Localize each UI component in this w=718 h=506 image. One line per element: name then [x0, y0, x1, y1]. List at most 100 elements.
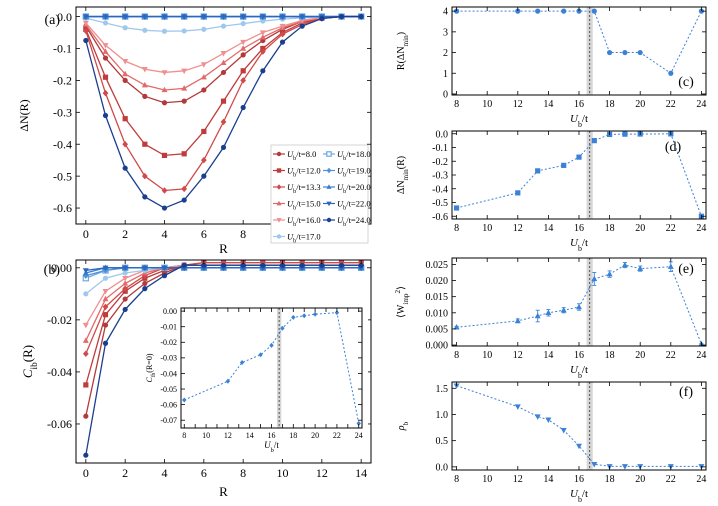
y-axis-label-a: ΔN(R): [17, 99, 31, 131]
series-d-point: [515, 190, 521, 196]
x-tick-label: 10: [202, 431, 210, 440]
series-b-4-point: [82, 322, 89, 329]
series-d-point: [561, 162, 567, 168]
inset-series-point: [356, 420, 361, 426]
y-tick-label: 0.0: [436, 462, 449, 473]
y-tick-label: -0.1: [53, 42, 72, 56]
x-axis-label-a: R: [219, 241, 228, 256]
series-b-5-point: [83, 291, 89, 297]
series-b-0-point: [122, 296, 128, 302]
series-b-9-point: [161, 265, 168, 272]
y-tick-label: 0.0: [57, 10, 72, 24]
series-a-0-point: [122, 77, 128, 83]
series-b-2-point: [82, 350, 89, 357]
series-c-point: [591, 8, 597, 14]
inset-series-point: [182, 397, 187, 403]
y-tick-label: -0.6: [432, 212, 448, 223]
series-e-point: [637, 265, 644, 271]
series-a-5-point: [102, 20, 109, 26]
x-tick-label: 18: [289, 431, 297, 440]
series-d-point: [591, 138, 597, 144]
series-a-2-point: [141, 172, 148, 180]
x-tick-label: 22: [333, 431, 341, 440]
x-tick-label: 10: [482, 474, 492, 485]
series-b-9-point: [102, 265, 109, 272]
series-e-line: [456, 264, 702, 345]
legend-swatch-marker: [276, 200, 282, 206]
panel-d: 8 10 12 14 16 18 20 22 24 0.0 -0.1 -0.2 -0.3 -0.4 -0.5…: [396, 129, 707, 253]
y-tick-label: -0.05: [160, 385, 177, 394]
series-a-1-point: [240, 68, 246, 74]
y-tick-label: 0.010: [426, 308, 449, 319]
series-e-point: [560, 306, 567, 313]
y-tick-label: 0.00: [163, 307, 177, 316]
series-a-1-point: [142, 141, 148, 147]
series-a-10-point: [240, 104, 246, 111]
panel-label-b: (b): [44, 263, 61, 278]
y-tick-label: -0.3: [53, 106, 72, 120]
series-d-point: [576, 154, 582, 160]
series-a-3-point: [259, 34, 266, 40]
series-f-line: [456, 385, 702, 467]
y-axis-label-c: R(ΔNmin): [396, 32, 410, 70]
plot-frame: [75, 6, 372, 225]
x-tick-label: 20: [635, 350, 645, 361]
x-tick-label: 14: [355, 466, 367, 480]
y-tick-label: 1.0: [436, 410, 449, 421]
panel-label-c: (c): [678, 75, 694, 90]
series-b-10-point: [102, 340, 109, 346]
series-a-5-point: [122, 25, 128, 31]
series-a-3-point: [220, 59, 227, 66]
x-tick-label: 14: [543, 223, 553, 234]
series-a-10-point: [201, 173, 207, 179]
series-b-2-point: [122, 285, 129, 292]
series-b-10-point: [358, 262, 364, 268]
series-b-10-point: [83, 452, 89, 458]
x-tick-label: 8: [240, 466, 246, 480]
series-a-0-point: [240, 52, 246, 58]
series-b-10-point: [161, 273, 168, 279]
series-b-10-point: [279, 262, 286, 268]
plot-frame: [75, 259, 372, 464]
series-a-3-point: [200, 73, 207, 80]
x-axis-label-f: Ub/t: [570, 488, 588, 504]
x-tick-label: 18: [605, 99, 615, 110]
y-tick-label: 3: [443, 27, 448, 38]
x-tick-label: 4: [162, 227, 168, 241]
legend-entry: Ub/t=19.0: [337, 166, 371, 179]
y-axis-label-d: ΔNmin(R): [396, 156, 410, 194]
series-a-9-point: [82, 14, 89, 20]
plot-frame: [451, 257, 707, 347]
x-tick-label: 10: [482, 223, 492, 234]
x-tick-label: 8: [454, 99, 459, 110]
series-b-10-point: [181, 262, 187, 268]
series-a-9-point: [220, 14, 227, 20]
series-a-2-point: [102, 89, 109, 97]
inset-series-point: [258, 352, 263, 358]
series-c-point: [535, 8, 541, 14]
inset-series-point: [291, 314, 296, 320]
series-a-9-point: [259, 14, 266, 20]
series-a-9-point: [299, 14, 306, 20]
series-a-9-point: [141, 14, 148, 20]
y-tick-label: -0.5: [432, 198, 448, 209]
inset-series-point: [269, 342, 274, 348]
x-tick-label: 14: [543, 474, 553, 485]
series-e-point: [545, 309, 552, 316]
series-b-4-point: [122, 276, 129, 282]
panel-e: 8 10 12 14 16 18 20 22 24 0.000 0.005 0.010 0.015 0.0…: [394, 257, 707, 380]
series-d-line: [456, 133, 702, 217]
y-tick-label: -0.06: [47, 417, 72, 431]
series-a-2-point: [181, 185, 188, 193]
y-axis-label-b: Cib(R): [20, 345, 40, 378]
series-a-10-point: [319, 15, 325, 22]
legend-swatch-marker: [276, 168, 282, 173]
y-tick-label: -0.04: [160, 369, 177, 378]
x-axis-label-d: Ub/t: [570, 237, 588, 253]
x-tick-label: 22: [666, 350, 676, 361]
series-e-point: [606, 270, 613, 277]
y-tick-label: 0.000: [426, 341, 449, 352]
y-tick-label: 0.005: [426, 324, 449, 335]
series-b-10-point: [201, 262, 207, 268]
y-tick-label: 0: [443, 89, 448, 100]
